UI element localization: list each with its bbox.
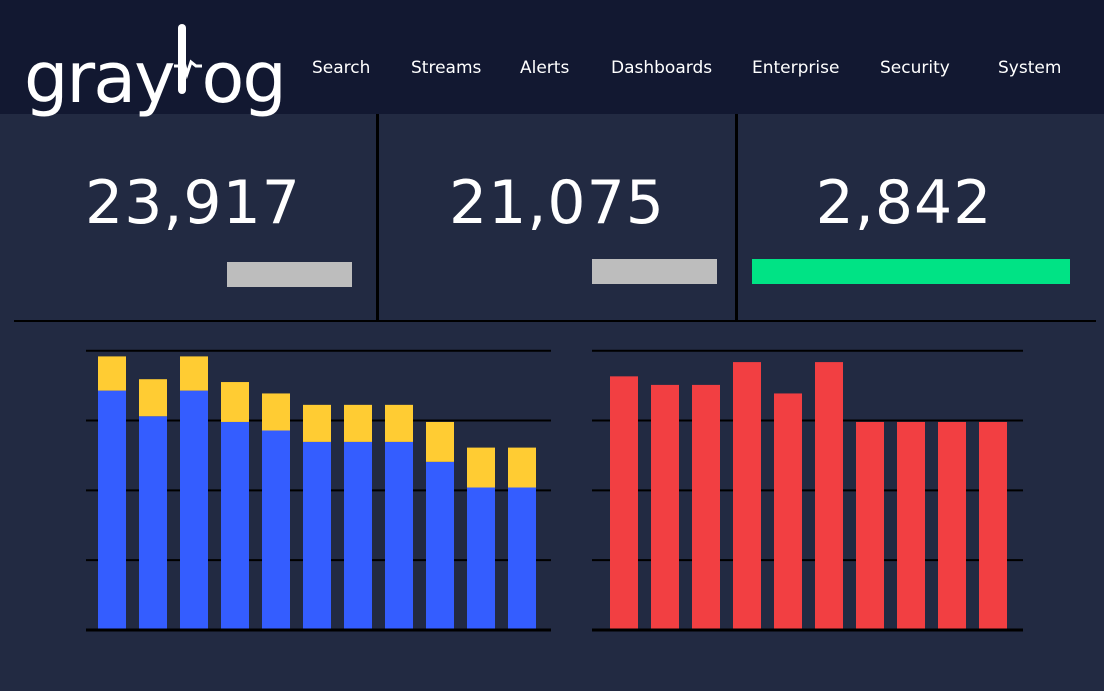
bar-top <box>221 382 249 422</box>
bar-value <box>692 384 720 630</box>
nav-streams[interactable]: Streams <box>411 58 482 78</box>
heartbeat-l-icon <box>173 22 202 118</box>
bar-top <box>303 404 331 442</box>
bar-top <box>426 421 454 462</box>
bar-value <box>938 421 966 630</box>
panel-divider <box>14 320 1096 322</box>
nav-dashboards[interactable]: Dashboards <box>611 58 713 78</box>
graylog-logo[interactable]: gray og <box>24 22 287 118</box>
stat-bar-second <box>592 259 717 284</box>
red-bar-chart <box>592 349 1023 632</box>
bar-base <box>344 441 372 630</box>
bar-value <box>733 362 761 630</box>
stat-bar-third <box>752 259 1070 284</box>
bar-top <box>262 393 290 431</box>
bar-base <box>139 416 167 630</box>
logo-text-right: og <box>201 37 287 119</box>
panel-divider <box>735 114 738 321</box>
nav-search[interactable]: Search <box>312 58 371 78</box>
bar-value <box>610 376 638 630</box>
bar-base <box>262 430 290 630</box>
bar-value <box>651 384 679 630</box>
bar-base <box>385 441 413 630</box>
bar-base <box>508 487 536 630</box>
bar-base <box>426 461 454 630</box>
bar-value <box>897 421 925 630</box>
bar-top <box>385 404 413 442</box>
bar-base <box>180 390 208 630</box>
bar-top <box>508 447 536 488</box>
stat-bar-total <box>227 262 352 287</box>
nav-security[interactable]: Security <box>880 58 950 78</box>
nav-alerts[interactable]: Alerts <box>520 58 570 78</box>
bar-base <box>98 390 126 630</box>
nav-system[interactable]: System <box>998 58 1062 78</box>
bar-value <box>979 421 1007 630</box>
bar-top <box>467 447 495 488</box>
stat-value-second: 21,075 <box>449 168 665 238</box>
stat-value-total: 23,917 <box>85 168 301 238</box>
bar-top <box>139 379 167 417</box>
bar-base <box>303 441 331 630</box>
stacked-bar-chart <box>86 349 551 632</box>
stat-value-third: 2,842 <box>815 168 993 238</box>
bar-top <box>98 356 126 391</box>
panel-divider <box>376 114 379 321</box>
bar-top <box>344 404 372 442</box>
bar-value <box>774 393 802 630</box>
bar-base <box>467 487 495 630</box>
bar-value <box>856 421 884 630</box>
bar-value <box>815 362 843 630</box>
top-navigation-bar: gray og Search Streams Alerts Dashboards… <box>0 0 1104 118</box>
nav-enterprise[interactable]: Enterprise <box>752 58 840 78</box>
logo-text-left: gray <box>24 37 176 119</box>
bar-top <box>180 356 208 391</box>
bar-base <box>221 421 249 630</box>
